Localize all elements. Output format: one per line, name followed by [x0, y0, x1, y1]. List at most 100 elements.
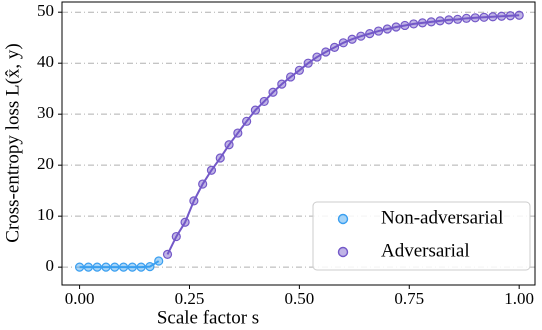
marker	[496, 11, 507, 21]
data-point	[303, 58, 313, 68]
data-point	[435, 16, 445, 26]
data-point	[259, 96, 269, 107]
data-point	[329, 42, 340, 52]
data-point	[171, 231, 181, 242]
marker	[285, 72, 296, 82]
marker	[110, 262, 120, 272]
marker	[154, 256, 164, 266]
marker	[426, 17, 436, 27]
data-point	[127, 262, 137, 272]
marker	[198, 179, 208, 189]
data-point	[365, 29, 375, 39]
x-tick-label: 1.00	[504, 289, 534, 308]
marker	[277, 79, 287, 89]
data-point	[233, 128, 243, 138]
marker	[83, 262, 93, 272]
legend-marker	[337, 246, 349, 258]
data-point	[268, 87, 278, 97]
data-point	[92, 262, 102, 272]
y-tick-label: 40	[37, 52, 54, 71]
data-point	[391, 22, 401, 32]
marker	[294, 65, 304, 75]
data-point	[110, 262, 120, 272]
marker	[321, 47, 331, 57]
data-point	[347, 34, 357, 44]
data-point	[154, 256, 164, 266]
marker	[101, 262, 111, 272]
marker	[180, 217, 190, 227]
data-point	[505, 11, 515, 21]
data-point	[74, 262, 85, 272]
data-point	[101, 262, 111, 272]
data-point	[409, 19, 419, 29]
data-point	[470, 13, 480, 23]
data-point	[321, 47, 331, 57]
marker	[435, 16, 445, 26]
marker	[329, 42, 340, 52]
data-point	[242, 116, 252, 126]
marker	[145, 262, 155, 272]
marker	[303, 58, 313, 68]
marker	[127, 262, 137, 272]
marker	[391, 22, 401, 32]
x-tick-label: 0.50	[285, 289, 315, 308]
data-point	[224, 140, 234, 150]
marker	[162, 249, 173, 260]
data-point	[496, 11, 507, 21]
marker	[171, 231, 181, 242]
marker	[417, 18, 428, 28]
data-point	[145, 262, 155, 272]
series-line	[166, 14, 520, 255]
marker	[409, 19, 419, 29]
marker	[382, 24, 392, 34]
x-tick-label: 0.75	[394, 289, 424, 308]
data-point	[136, 262, 146, 272]
x-tick-label: 0.25	[175, 289, 205, 308]
y-tick-label: 20	[37, 154, 54, 173]
data-point	[189, 196, 199, 206]
x-axis-label: Scale factor s	[157, 307, 259, 328]
data-point	[162, 249, 173, 260]
marker	[189, 196, 199, 206]
data-point	[417, 18, 428, 28]
marker	[74, 262, 85, 272]
data-point	[488, 12, 498, 22]
data-point	[83, 262, 93, 272]
marker	[338, 38, 348, 48]
marker	[365, 29, 375, 39]
data-point	[479, 12, 489, 22]
marker	[268, 87, 278, 97]
data-point	[373, 26, 384, 36]
data-point	[285, 72, 296, 82]
marker	[514, 10, 524, 20]
y-tick-label: 30	[37, 103, 54, 122]
data-point	[453, 14, 463, 24]
data-point	[461, 13, 472, 23]
data-point	[514, 10, 524, 20]
data-point	[338, 38, 348, 48]
data-point	[206, 165, 217, 175]
marker	[373, 26, 384, 36]
y-tick-label: 50	[37, 1, 54, 20]
data-point	[382, 24, 392, 34]
legend-box	[312, 201, 531, 271]
marker	[242, 116, 252, 126]
legend-label: Adversarial	[381, 240, 470, 261]
data-point	[198, 179, 208, 189]
x-tick-label: 0.00	[65, 289, 95, 308]
plot-frame	[61, 1, 536, 286]
data-point	[277, 79, 287, 89]
marker	[215, 153, 225, 163]
marker	[312, 52, 322, 62]
data-point	[250, 105, 261, 115]
marker	[224, 140, 234, 150]
marker	[118, 262, 129, 272]
y-tick-label: 0	[46, 256, 55, 275]
marker	[136, 262, 146, 272]
data-point	[180, 217, 190, 227]
marker	[356, 31, 366, 41]
marker	[461, 13, 472, 23]
data-point	[215, 153, 225, 163]
